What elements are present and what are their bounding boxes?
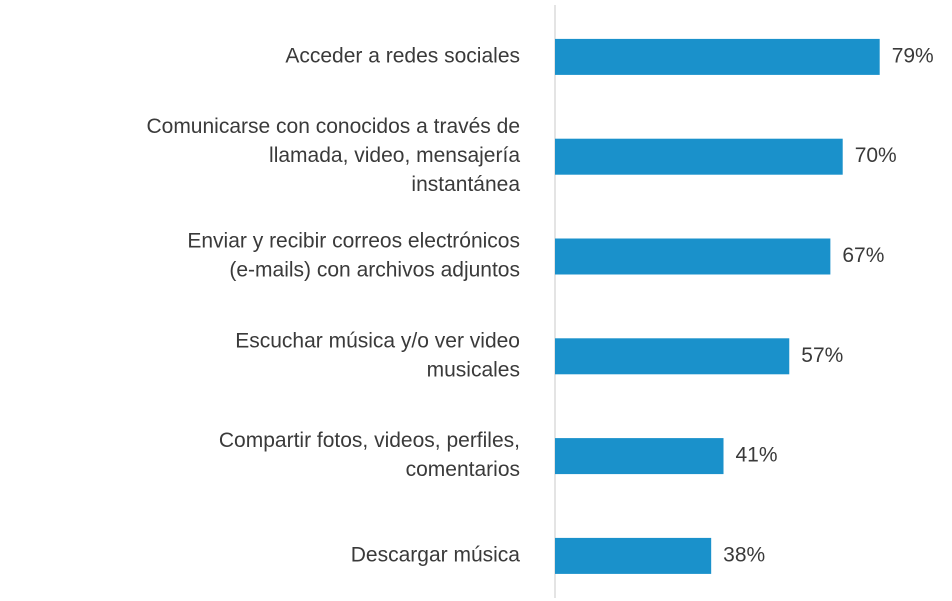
category-label: instantánea (411, 173, 520, 196)
category-label: Compartir fotos, videos, perfiles, (219, 429, 520, 452)
category-label: comentarios (406, 458, 520, 481)
category-label: Enviar y recibir correos electrónicos (187, 230, 520, 253)
bar (555, 338, 790, 375)
bar (555, 537, 712, 574)
value-label: 41% (736, 444, 778, 467)
category-label: Comunicarse con conocidos a través de (146, 115, 520, 138)
category-label: Escuchar música y/o ver video (235, 329, 520, 352)
value-label: 70% (855, 144, 897, 167)
category-label: Acceder a redes sociales (285, 44, 520, 67)
value-label: 67% (842, 244, 884, 267)
bar (555, 138, 843, 175)
value-label: 38% (723, 543, 765, 566)
bar (555, 438, 724, 475)
category-label: musicales (427, 358, 520, 381)
value-label: 79% (892, 44, 934, 67)
category-label: Descargar música (351, 543, 521, 566)
category-label: (e-mails) con archivos adjuntos (229, 259, 520, 282)
value-label: 57% (801, 344, 843, 367)
category-label: llamada, video, mensajería (269, 144, 520, 167)
bar (555, 238, 831, 275)
bar (555, 38, 880, 75)
